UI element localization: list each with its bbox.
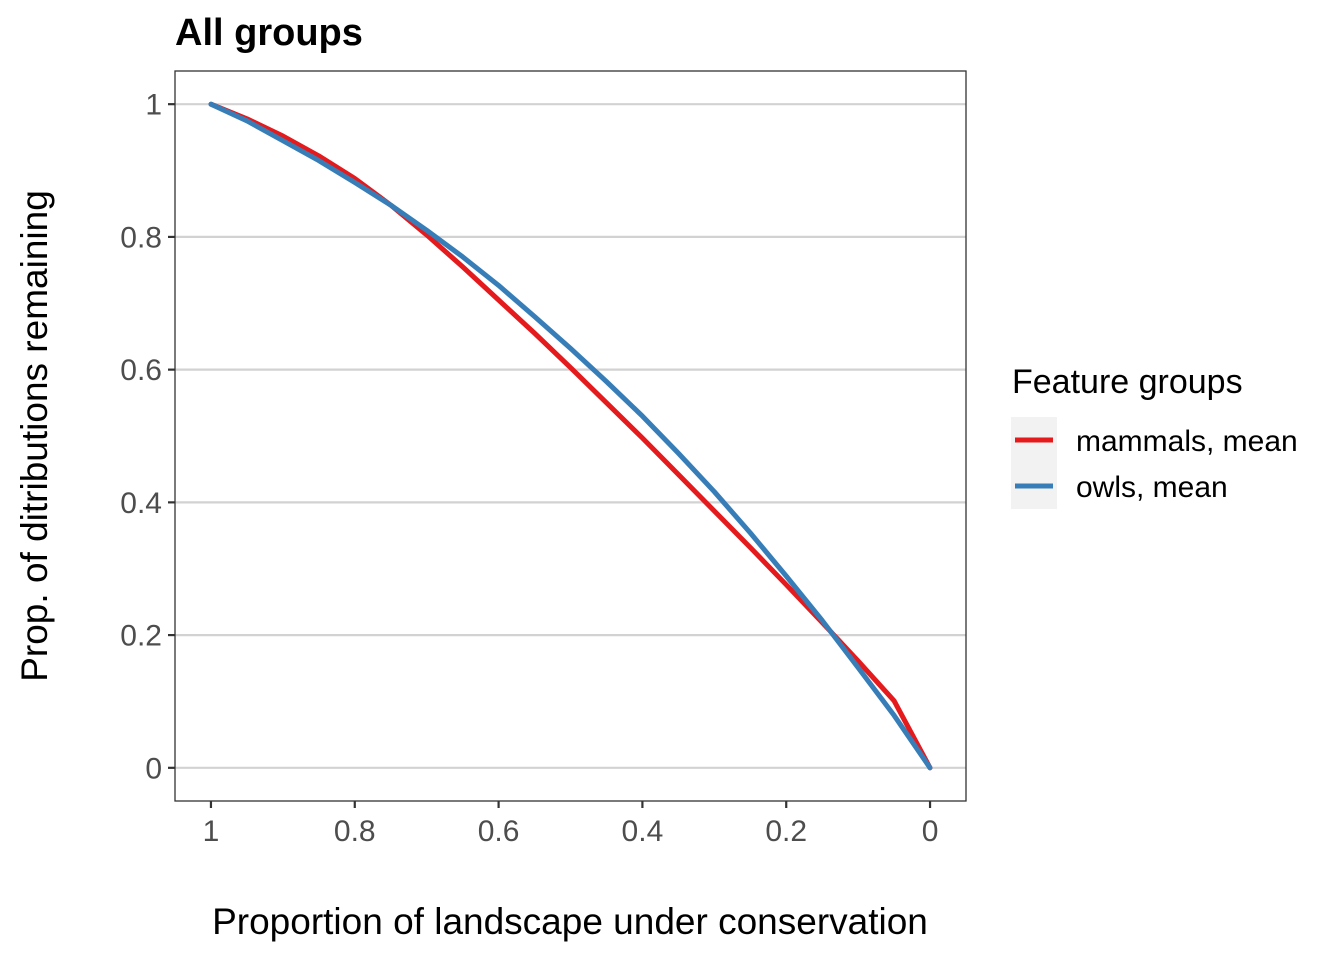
- y-tick-label: 0.6: [120, 354, 162, 387]
- y-axis: 0 0.2 0.4 0.6 0.8 1: [120, 89, 175, 785]
- x-tick-label: 1: [203, 815, 220, 848]
- x-tick-label: 0.4: [622, 815, 664, 848]
- y-tick-label: 1: [145, 89, 162, 122]
- x-axis-title: Proportion of landscape under conservati…: [212, 901, 928, 942]
- plot-panel-border: [174, 70, 967, 802]
- series-line-mammals: [208, 101, 933, 771]
- x-tick-label: 0.6: [478, 815, 520, 848]
- gridlines: [175, 103, 966, 769]
- y-axis-title: Prop. of ditributions remaining: [14, 190, 55, 682]
- x-axis: 1 0.8 0.6 0.4 0.2 0: [203, 801, 939, 848]
- legend: Feature groups mammals, mean owls, mean: [1011, 363, 1298, 509]
- x-tick-label: 0.2: [765, 815, 807, 848]
- legend-title: Feature groups: [1012, 363, 1243, 401]
- legend-label-mammals: mammals, mean: [1076, 425, 1298, 458]
- x-tick-label: 0.8: [334, 815, 376, 848]
- series-line-owls: [208, 101, 933, 771]
- x-tick-label: 0: [922, 815, 939, 848]
- y-tick-label: 0: [145, 752, 162, 785]
- legend-label-owls: owls, mean: [1076, 471, 1228, 504]
- y-tick-label: 0.4: [120, 487, 162, 520]
- legend-key-background: [1011, 417, 1057, 509]
- y-tick-label: 0.8: [120, 221, 162, 254]
- y-tick-label: 0.2: [120, 620, 162, 653]
- chart-title: All groups: [175, 12, 363, 54]
- series-layer: [208, 101, 933, 771]
